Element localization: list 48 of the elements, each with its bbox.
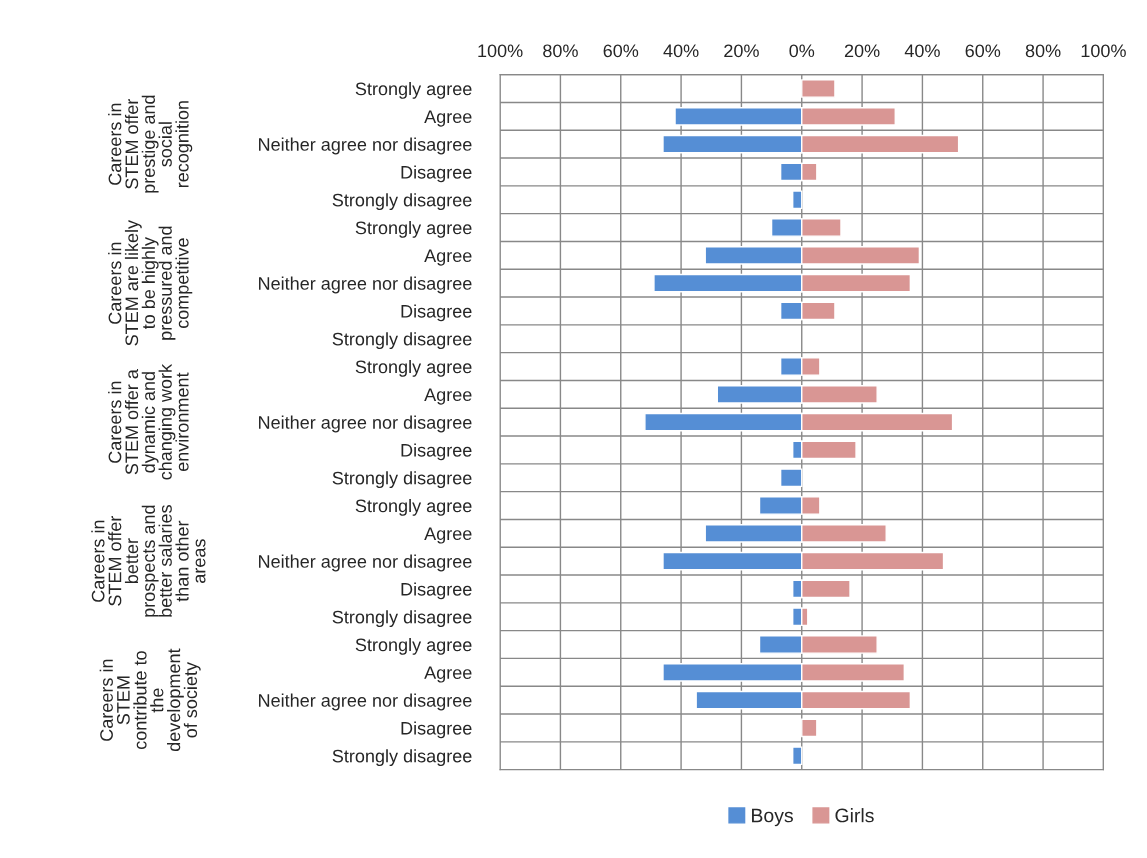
bar	[792, 190, 803, 210]
y-tick-label: Disagree	[401, 443, 472, 461]
x-tick-label: 20%	[724, 44, 759, 58]
bar	[801, 718, 818, 738]
y-tick-label: Agree	[424, 110, 472, 127]
x-tick-label: 0%	[789, 44, 815, 58]
text: Careers in STEM contribute to the development of society	[99, 648, 201, 752]
y-tick-label: Disagree	[401, 304, 472, 322]
text: Careers in STEM are likely to be highly pressured and competitive	[108, 219, 193, 346]
y-tick-label: Disagree	[401, 165, 472, 183]
bar	[792, 746, 803, 766]
y-tick-label: Neither agree nor disagree	[259, 276, 472, 294]
y-tick-label: Agree	[424, 249, 472, 266]
y-tick-label: Disagree	[401, 582, 472, 600]
bar	[801, 79, 836, 98]
x-tick-label: 20%	[844, 44, 880, 58]
y-tick-label: Agree	[424, 388, 472, 405]
y-tick-label: Strongly disagree	[332, 471, 472, 489]
y-tick-label: Neither agree nor disagree	[259, 137, 472, 155]
y-tick-label: Agree	[424, 666, 472, 683]
legend-label: Boys	[752, 808, 793, 827]
x-tick-label: 40%	[904, 44, 940, 58]
y-tick-label: Disagree	[401, 721, 472, 739]
y-tick-label: Strongly agree	[355, 637, 472, 655]
y-tick-label: Agree	[424, 527, 472, 544]
y-tick-label: Strongly disagree	[332, 749, 472, 767]
y-tick-label: Strongly agree	[355, 82, 472, 99]
x-tick-label: 80%	[543, 44, 578, 58]
y-tick-label: Strongly disagree	[332, 332, 472, 350]
x-tick-label: 100%	[1081, 44, 1126, 58]
text: Careers in STEM offer prestige and social recognition	[108, 95, 193, 193]
text: Careers in STEM offer better prospects and better salaries than other areas	[91, 505, 206, 617]
x-tick-label: 60%	[603, 44, 639, 58]
y-tick-label: Neither agree nor disagree	[259, 554, 472, 572]
x-tick-label: 100%	[478, 44, 523, 58]
legend-label: Girls	[835, 808, 874, 823]
y-tick-label: Strongly disagree	[332, 610, 472, 628]
text: Careers in STEM offer a dynamic and changing work environment	[108, 363, 189, 480]
y-tick-label: Strongly disagree	[332, 193, 472, 211]
y-tick-label: Neither agree nor disagree	[259, 415, 472, 433]
x-tick-label: 60%	[965, 44, 1001, 58]
x-tick-label: 40%	[663, 44, 699, 58]
y-tick-label: Strongly agree	[355, 498, 472, 516]
x-tick-label: 80%	[1025, 44, 1061, 58]
bar	[779, 468, 803, 488]
y-tick-label: Neither agree nor disagree	[259, 693, 472, 711]
y-tick-label: Strongly agree	[355, 221, 472, 238]
y-tick-label: Strongly agree	[355, 360, 472, 377]
